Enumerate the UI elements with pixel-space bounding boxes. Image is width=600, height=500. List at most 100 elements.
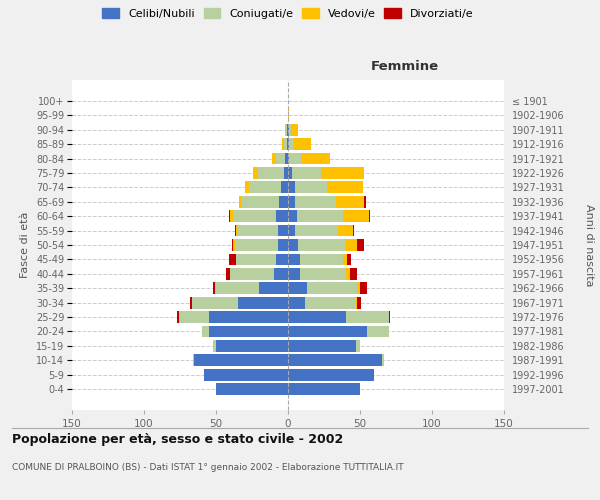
Bar <box>357 239 364 251</box>
Bar <box>346 239 357 251</box>
Bar <box>191 296 238 308</box>
Bar <box>288 110 289 121</box>
Bar <box>233 239 235 251</box>
Bar <box>389 311 390 323</box>
Bar <box>288 138 289 150</box>
Bar <box>360 282 367 294</box>
Bar <box>356 296 357 308</box>
Bar <box>288 152 289 164</box>
Bar <box>288 296 305 308</box>
Text: COMUNE DI PRALBOINO (BS) - Dati ISTAT 1° gennaio 2002 - Elaborazione TUTTITALIA.: COMUNE DI PRALBOINO (BS) - Dati ISTAT 1°… <box>12 463 404 472</box>
Bar <box>288 383 360 395</box>
Bar <box>235 239 278 251</box>
Bar <box>287 124 288 136</box>
Bar <box>235 224 236 236</box>
Bar <box>258 167 284 179</box>
Bar <box>230 268 274 280</box>
Bar <box>280 196 288 207</box>
Bar <box>213 340 216 352</box>
Bar <box>353 224 354 236</box>
Bar <box>347 254 352 266</box>
Bar <box>292 167 321 179</box>
Bar <box>346 311 389 323</box>
Bar <box>288 340 356 352</box>
Bar <box>236 224 238 236</box>
Bar <box>232 239 233 251</box>
Bar <box>230 210 233 222</box>
Bar <box>285 152 288 164</box>
Bar <box>249 182 281 194</box>
Bar <box>253 167 258 179</box>
Bar <box>190 296 191 308</box>
Bar <box>299 268 346 280</box>
Bar <box>281 182 288 194</box>
Bar <box>301 152 330 164</box>
Bar <box>364 196 366 207</box>
Bar <box>291 124 298 136</box>
Bar <box>238 296 288 308</box>
Bar <box>288 326 367 338</box>
Bar <box>356 340 360 352</box>
Bar <box>213 282 215 294</box>
Bar <box>177 311 179 323</box>
Bar <box>229 210 230 222</box>
Bar <box>288 210 296 222</box>
Bar <box>350 268 357 280</box>
Bar <box>205 369 288 380</box>
Bar <box>357 296 361 308</box>
Bar <box>288 254 299 266</box>
Bar <box>288 311 346 323</box>
Bar <box>209 326 288 338</box>
Bar <box>179 311 180 323</box>
Bar <box>277 254 288 266</box>
Bar <box>295 196 335 207</box>
Bar <box>216 282 259 294</box>
Bar <box>288 124 289 136</box>
Bar <box>278 224 288 236</box>
Bar <box>288 268 299 280</box>
Bar <box>368 210 370 222</box>
Bar <box>284 167 288 179</box>
Bar <box>288 369 374 380</box>
Bar <box>327 182 363 194</box>
Bar <box>226 268 230 280</box>
Bar <box>215 282 216 294</box>
Bar <box>239 196 242 207</box>
Legend: Celibi/Nubili, Coniugati/e, Vedovi/e, Divorziati/e: Celibi/Nubili, Coniugati/e, Vedovi/e, Di… <box>103 8 473 19</box>
Bar <box>259 282 288 294</box>
Bar <box>289 152 301 164</box>
Bar <box>288 282 307 294</box>
Bar <box>357 282 360 294</box>
Bar <box>382 354 385 366</box>
Bar <box>180 311 209 323</box>
Bar <box>335 196 364 207</box>
Bar <box>288 239 298 251</box>
Bar <box>307 282 357 294</box>
Bar <box>294 138 311 150</box>
Bar <box>277 210 288 222</box>
Bar <box>209 311 288 323</box>
Bar <box>233 210 277 222</box>
Text: Femmine: Femmine <box>371 60 439 74</box>
Bar <box>321 167 364 179</box>
Y-axis label: Fasce di età: Fasce di età <box>20 212 31 278</box>
Bar <box>343 254 347 266</box>
Bar <box>245 182 249 194</box>
Bar <box>216 340 288 352</box>
Bar <box>236 254 277 266</box>
Bar <box>242 196 280 207</box>
Bar <box>216 383 288 395</box>
Bar <box>193 354 194 366</box>
Y-axis label: Anni di nascita: Anni di nascita <box>584 204 594 286</box>
Bar <box>305 296 356 308</box>
Bar <box>295 224 338 236</box>
Bar <box>288 182 295 194</box>
Bar <box>288 354 382 366</box>
Bar <box>272 152 277 164</box>
Bar <box>278 239 288 251</box>
Bar <box>274 268 288 280</box>
Bar <box>343 210 368 222</box>
Bar <box>299 254 343 266</box>
Bar <box>346 268 350 280</box>
Bar <box>282 138 284 150</box>
